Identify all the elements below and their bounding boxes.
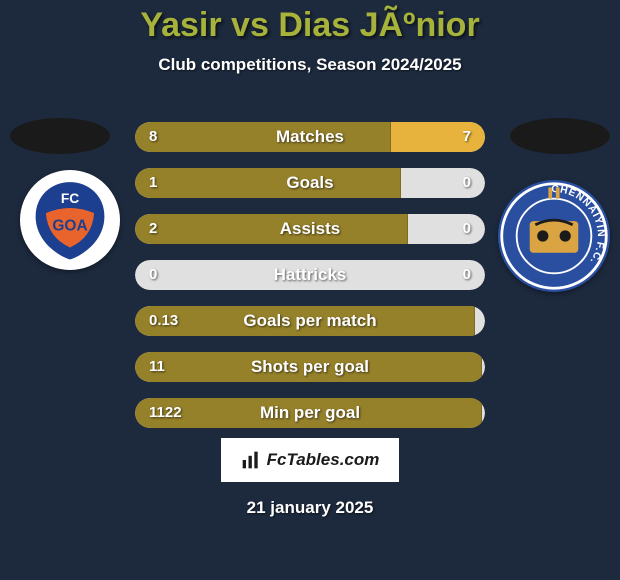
fc-text: FC [61, 191, 79, 206]
stat-left-value: 0.13 [149, 306, 178, 336]
stat-row: 0.13Goals per match [135, 306, 485, 336]
stat-row: 20Assists [135, 214, 485, 244]
stat-row: 87Matches [135, 122, 485, 152]
stat-left-value: 1122 [149, 398, 182, 428]
fctables-label: FcTables.com [267, 450, 380, 470]
stat-right-value: 0 [463, 168, 471, 198]
club-badge-right: CHENNAIYIN F.C. [498, 180, 610, 292]
bar-left-fill [135, 398, 482, 428]
fctables-badge[interactable]: FcTables.com [221, 438, 399, 482]
stat-left-value: 0 [149, 260, 157, 290]
page-title: Yasir vs Dias JÃºnior [0, 0, 620, 45]
subtitle: Club competitions, Season 2024/2025 [0, 55, 620, 75]
goa-text: GOA [52, 217, 87, 234]
stat-left-value: 8 [149, 122, 157, 152]
bar-left-fill [135, 214, 408, 244]
bar-left-fill [135, 306, 475, 336]
stat-row: 1122Min per goal [135, 398, 485, 428]
fc-goa-badge-icon: FC GOA [27, 177, 113, 263]
stat-right-value: 7 [463, 122, 471, 152]
bar-track [135, 260, 485, 290]
bar-left-fill [135, 122, 391, 152]
stat-row: 10Goals [135, 168, 485, 198]
bar-left-fill [135, 352, 482, 382]
date-label: 21 january 2025 [0, 498, 620, 518]
stat-bars: 87Matches10Goals20Assists00Hattricks0.13… [135, 122, 485, 444]
stat-row: 00Hattricks [135, 260, 485, 290]
club-badge-left: FC GOA [20, 170, 120, 270]
stat-row: 11Shots per goal [135, 352, 485, 382]
bar-left-fill [135, 168, 401, 198]
player-silhouette-right [510, 118, 610, 154]
stat-right-value: 0 [463, 214, 471, 244]
chennaiyin-badge-icon: CHENNAIYIN F.C. [498, 180, 610, 292]
player-silhouette-left [10, 118, 110, 154]
chart-icon [241, 450, 261, 470]
stat-left-value: 1 [149, 168, 157, 198]
stat-left-value: 11 [149, 352, 165, 382]
stat-left-value: 2 [149, 214, 157, 244]
stat-right-value: 0 [463, 260, 471, 290]
comparison-card: Yasir vs Dias JÃºnior Club competitions,… [0, 0, 620, 580]
